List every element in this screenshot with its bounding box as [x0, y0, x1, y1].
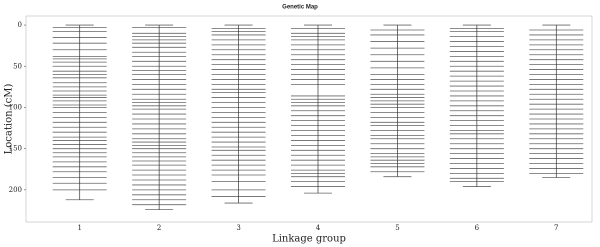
x-tick-label: 2: [157, 224, 161, 232]
y-tick-label: 100: [9, 103, 22, 111]
plot-frame: [25, 15, 593, 223]
y-tick-label: 0: [18, 21, 22, 29]
x-tick-label: 1: [77, 224, 81, 232]
x-axis-label: Linkage group: [272, 234, 346, 245]
x-tick-label: 7: [554, 224, 558, 232]
y-tick-label: 50: [13, 62, 22, 70]
x-tick-label: 3: [236, 224, 240, 232]
x-tick-label: 6: [475, 224, 480, 232]
y-tick-label: 200: [9, 186, 22, 194]
x-tick-label: 5: [395, 224, 399, 232]
x-tick-label: 4: [316, 224, 321, 232]
y-tick-label: 150: [9, 145, 22, 153]
y-axis-label: Location (cM): [4, 84, 15, 155]
chart-title: Genetic Map: [282, 5, 318, 11]
